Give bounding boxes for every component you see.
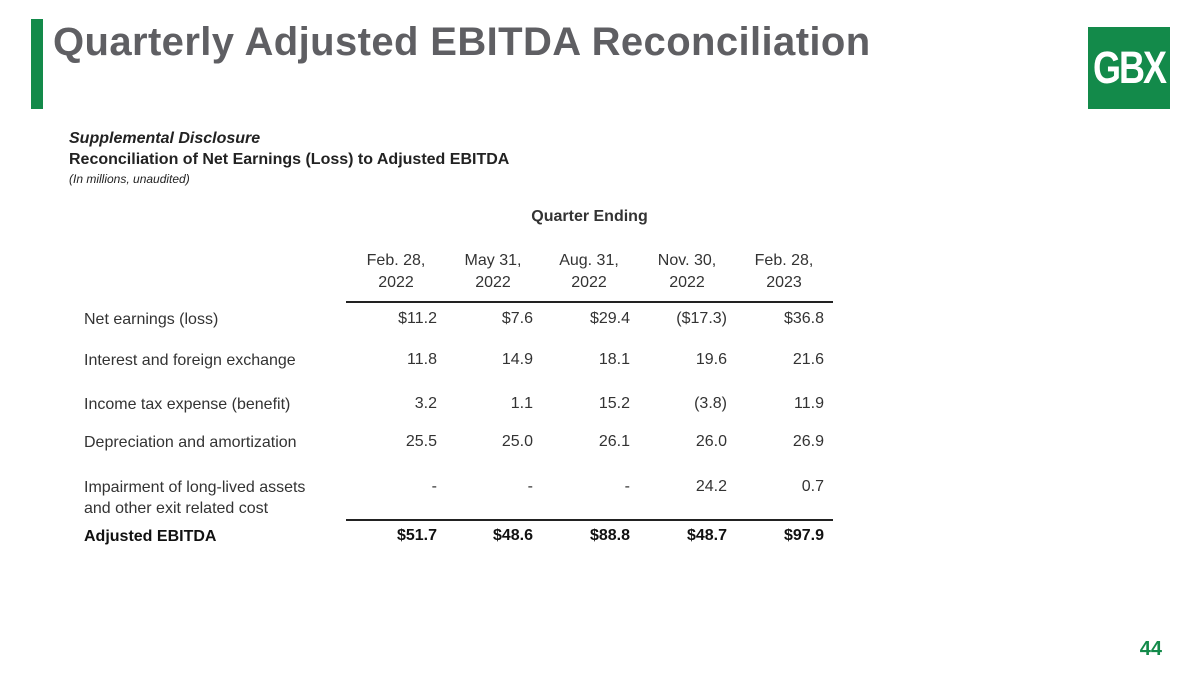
row-label: Depreciation and amortization: [84, 434, 297, 451]
accent-bar: [31, 19, 43, 109]
table-cell: 3.2: [414, 395, 437, 412]
total-cell: $97.9: [783, 527, 824, 544]
row-label-continuation: and other exit related cost: [84, 500, 269, 517]
row-label: Income tax expense (benefit): [84, 396, 291, 413]
column-header-year: 2022: [475, 274, 511, 291]
column-header-date: Feb. 28,: [754, 252, 814, 269]
column-header: Feb. 28, 2023: [737, 250, 831, 294]
column-header-date: Nov. 30,: [657, 252, 717, 269]
quarter-ending-header: Quarter Ending: [531, 208, 648, 225]
total-label: Adjusted EBITDA: [84, 528, 217, 545]
table-cell: (3.8): [694, 395, 727, 412]
table-cell: -: [624, 478, 630, 495]
total-cell: $51.7: [396, 527, 437, 544]
table-cell: 25.0: [501, 433, 533, 450]
supplemental-subheading: Reconciliation of Net Earnings (Loss) to…: [69, 151, 510, 168]
column-header-year: 2022: [378, 274, 414, 291]
table-cell: 26.1: [598, 433, 630, 450]
page-number: 44: [1139, 638, 1162, 660]
total-cell: $48.6: [492, 527, 533, 544]
table-cell: -: [431, 478, 437, 495]
table-cell: 18.1: [598, 351, 630, 368]
table-cell: 11.8: [407, 351, 437, 368]
row-label: Impairment of long-lived assets: [84, 479, 306, 496]
header-rule: [346, 301, 833, 303]
total-cell: $88.8: [589, 527, 630, 544]
column-header-year: 2022: [669, 274, 705, 291]
column-header-date: Feb. 28,: [366, 252, 426, 269]
logo-text: GBX: [1092, 41, 1167, 93]
row-label: Net earnings (loss): [84, 311, 219, 328]
table-cell: 14.9: [501, 351, 533, 368]
table-cell: $36.8: [783, 310, 824, 327]
table-cell: $29.4: [589, 310, 630, 327]
table-cell: 15.2: [598, 395, 630, 412]
column-header: May 31, 2022: [446, 250, 540, 294]
supplemental-heading: Supplemental Disclosure: [69, 130, 261, 147]
column-header: Feb. 28, 2022: [349, 250, 443, 294]
column-header-date: Aug. 31,: [559, 252, 619, 269]
table-cell: 26.0: [695, 433, 727, 450]
column-header: Aug. 31, 2022: [542, 250, 636, 294]
total-rule: [346, 519, 833, 521]
table-cell: $7.6: [501, 310, 533, 327]
table-cell: 25.5: [405, 433, 437, 450]
column-header-date: May 31,: [464, 252, 522, 269]
table-cell: 26.9: [792, 433, 824, 450]
table-cell: 1.1: [510, 395, 533, 412]
table-cell: 21.6: [792, 351, 824, 368]
column-header-year: 2023: [766, 274, 802, 291]
table-cell: 0.7: [801, 478, 824, 495]
total-cell: $48.7: [686, 527, 727, 544]
table-cell: 19.6: [695, 351, 727, 368]
supplemental-note: (In millions, unaudited): [69, 172, 190, 186]
table-cell: -: [527, 478, 533, 495]
table-cell: ($17.3): [676, 310, 727, 327]
table-cell: 24.2: [695, 478, 727, 495]
page-title: Quarterly Adjusted EBITDA Reconciliation: [53, 20, 871, 64]
row-label: Interest and foreign exchange: [84, 352, 296, 369]
column-header-year: 2022: [571, 274, 607, 291]
table-cell: 11.9: [794, 395, 824, 412]
table-cell: $11.2: [398, 310, 437, 327]
gbx-logo: GBX: [1088, 27, 1170, 109]
column-header: Nov. 30, 2022: [640, 250, 734, 294]
